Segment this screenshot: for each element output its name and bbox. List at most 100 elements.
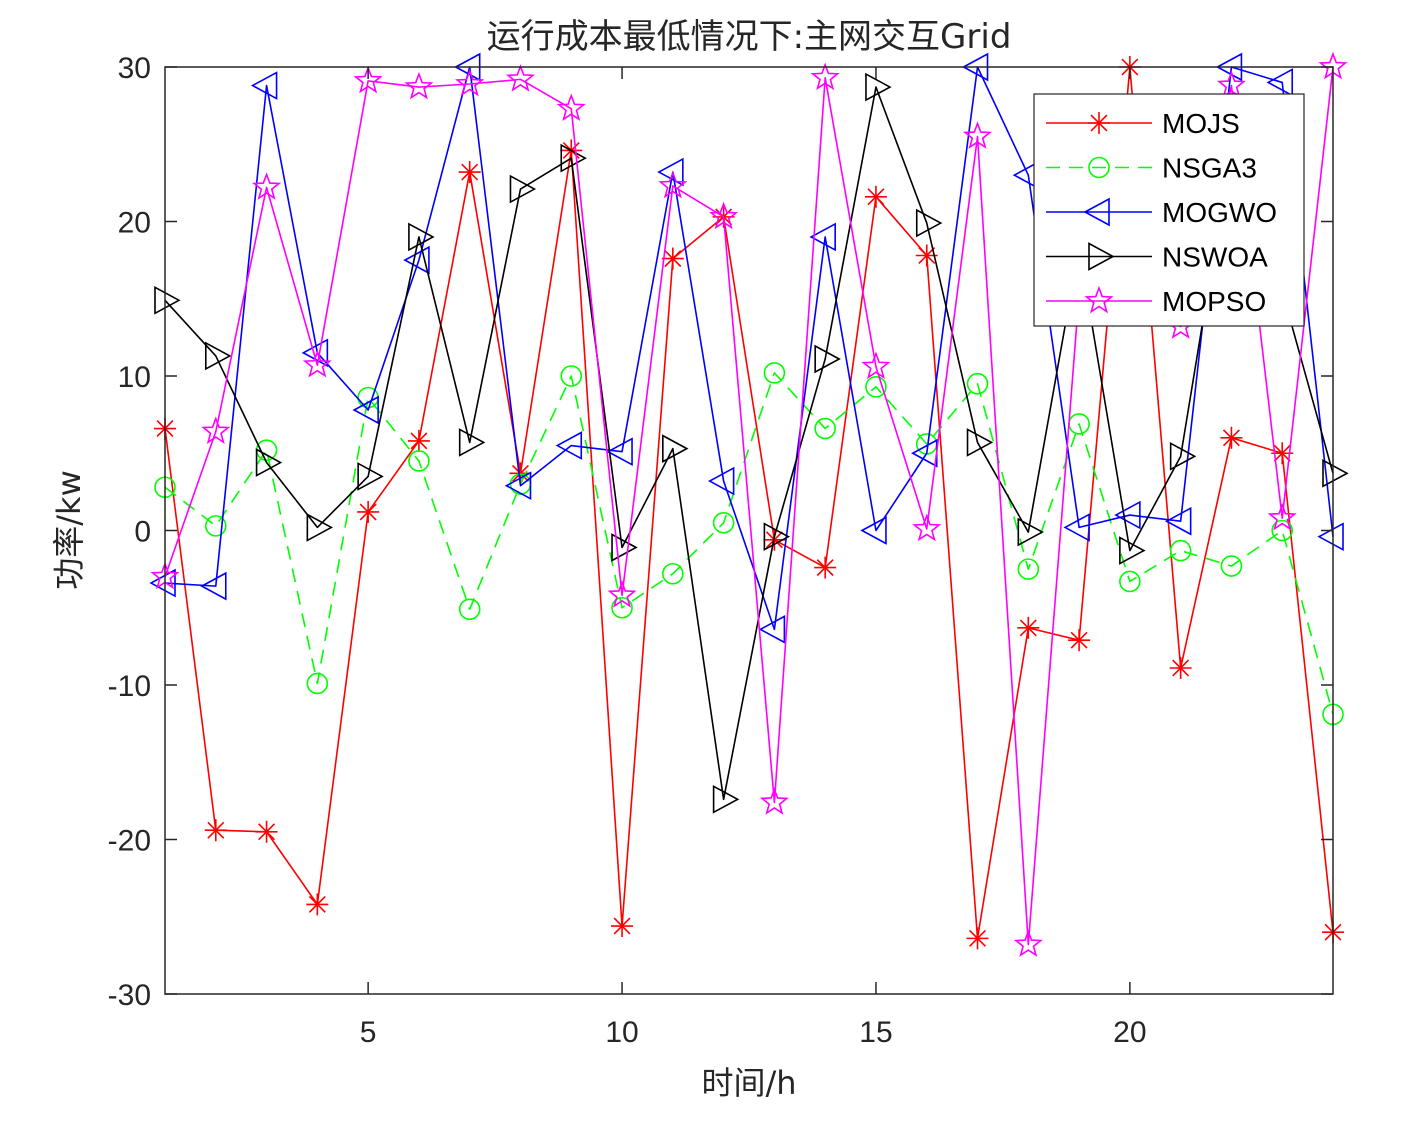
- data-point-mopso-9: [556, 93, 586, 122]
- legend-marker-mojs: [1088, 112, 1110, 134]
- data-point-nswoa-16: [915, 208, 943, 238]
- data-point-nswoa-20: [1119, 536, 1146, 565]
- data-point-mojs-10-stroke: [613, 917, 631, 935]
- data-point-mopso-17: [963, 121, 993, 149]
- data-point-mogwo-6: [403, 245, 430, 275]
- data-point-mopso-5: [353, 65, 383, 94]
- x-tick-label-15: 15: [859, 1016, 892, 1049]
- data-point-mojs-15: [864, 185, 887, 208]
- series-nswoa: [154, 72, 1349, 814]
- data-point-mopso-12: [709, 201, 739, 230]
- legend: MOJS NSGA3 MOGWO NSWOA MOPSO: [1033, 93, 1305, 327]
- data-point-mojs-5-stroke: [359, 503, 377, 521]
- data-point-mogwo-13: [758, 615, 786, 644]
- data-point-nsga3-23: [1271, 519, 1294, 542]
- data-point-mojs-6-stroke: [410, 432, 428, 450]
- data-point-mogwo-23: [1266, 68, 1294, 97]
- data-point-mogwo-1: [149, 568, 176, 598]
- data-point-mojs-14-stroke: [816, 559, 834, 577]
- data-point-mojs-7-stroke: [461, 163, 479, 181]
- data-point-nsga3-15: [865, 376, 887, 398]
- data-point-mojs-19-stroke: [1070, 631, 1088, 649]
- data-point-nswoa-5: [357, 462, 384, 491]
- data-point-mopso-16: [912, 513, 942, 542]
- data-point-mojs-2-stroke: [207, 821, 225, 839]
- data-point-mojs-5: [357, 500, 380, 523]
- data-point-mojs-21: [1169, 657, 1192, 680]
- data-point-mogwo-20: [1114, 500, 1141, 530]
- data-point-mojs-23-stroke: [1273, 444, 1291, 462]
- data-point-mojs-3-stroke: [258, 823, 276, 841]
- legend-label-mojs: MOJS: [1162, 108, 1240, 139]
- data-point-nsga3-13: [763, 362, 786, 384]
- data-point-mojs-18-stroke: [1019, 619, 1037, 637]
- y-tick-label-0: 0: [134, 516, 151, 549]
- x-tick-label-20: 20: [1113, 1016, 1146, 1049]
- data-point-mojs-17: [966, 927, 989, 950]
- data-point-mopso-15: [861, 351, 891, 380]
- y-tick-label--20: -20: [108, 825, 151, 858]
- data-point-mopso-10: [607, 580, 637, 608]
- data-point-mogwo-3: [250, 71, 278, 100]
- data-point-nswoa-11: [662, 434, 689, 463]
- data-point-mojs-14: [814, 556, 837, 579]
- legend-marker-mopso: [1084, 285, 1114, 314]
- data-point-nswoa-7: [458, 428, 486, 457]
- data-point-mopso-4: [302, 349, 332, 378]
- data-point-nsga3-12: [712, 511, 735, 534]
- data-point-nsga3-6: [408, 450, 430, 472]
- legend-item-nswoa: NSWOA: [1046, 242, 1268, 273]
- data-point-mopso-14: [810, 62, 840, 91]
- series-mogwo: [149, 52, 1344, 644]
- data-point-nswoa-24: [1322, 458, 1349, 488]
- data-point-mojs-8-stroke: [511, 464, 529, 482]
- data-point-nswoa-18: [1017, 517, 1044, 547]
- data-point-mojs-22: [1220, 426, 1243, 449]
- data-point-mojs-4-stroke: [308, 895, 326, 913]
- data-point-mopso-23: [1267, 502, 1297, 531]
- data-point-nsga3-10: [611, 596, 633, 619]
- data-point-mogwo-12: [707, 466, 735, 496]
- legend-marker-mojs-stroke: [1090, 114, 1108, 132]
- data-point-nswoa-15: [865, 72, 892, 102]
- data-point-mojs-18: [1017, 616, 1040, 639]
- data-point-nswoa-6: [408, 222, 435, 252]
- x-axis-label: 时间/h: [701, 1064, 796, 1102]
- legend-marker-mogwo: [1083, 197, 1110, 227]
- data-point-mopso-2: [201, 416, 231, 444]
- data-point-nsga3-22: [1220, 555, 1243, 577]
- y-axis-label: 功率/kw: [50, 470, 88, 590]
- series-line-nswoa: [164, 86, 1334, 801]
- data-point-mojs-16: [915, 244, 938, 267]
- data-point-nswoa-8: [509, 174, 537, 204]
- data-point-mojs-22-stroke: [1222, 429, 1240, 447]
- y-tick-label--10: -10: [108, 670, 151, 703]
- chart-title: 运行成本最低情况下:主网交互Grid: [487, 17, 1012, 57]
- data-point-mopso-22: [1216, 70, 1246, 98]
- data-point-nsga3-4: [306, 672, 329, 695]
- data-point-mojs-11: [661, 247, 684, 270]
- data-point-mojs-4: [306, 893, 329, 916]
- legend-item-mopso: MOPSO: [1046, 285, 1266, 317]
- y-tick-label-30: 30: [118, 52, 151, 85]
- data-point-mopso-8: [505, 64, 535, 92]
- data-point-nswoa-10: [611, 533, 638, 562]
- data-point-mojs-17-stroke: [969, 929, 987, 947]
- data-point-nsga3-18: [1017, 558, 1040, 580]
- data-point-mogwo-14: [809, 222, 836, 252]
- data-point-nsga3-9: [560, 365, 583, 387]
- data-point-mojs-6: [407, 429, 430, 452]
- data-point-nswoa-1: [154, 285, 181, 315]
- legend-marker-nsga3: [1088, 156, 1110, 179]
- data-point-mojs-2: [204, 819, 227, 842]
- data-point-nswoa-9: [560, 143, 587, 173]
- data-point-mogwo-5: [352, 395, 379, 425]
- data-point-mopso-18: [1013, 929, 1043, 957]
- legend-item-mojs: MOJS: [1046, 108, 1240, 139]
- data-point-nsga3-14: [814, 417, 836, 440]
- data-point-nswoa-12: [712, 784, 740, 814]
- tick-layer: 5 10 15 20 -30 -20 -10 0 10 20 30: [108, 52, 1333, 1049]
- data-point-nsga3-20: [1119, 570, 1141, 593]
- data-point-mogwo-19: [1063, 513, 1090, 542]
- data-point-nswoa-21: [1169, 441, 1197, 471]
